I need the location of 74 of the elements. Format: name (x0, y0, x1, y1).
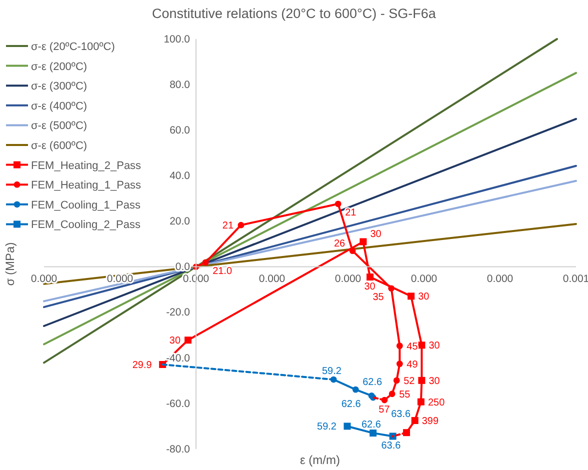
legend-label: FEM_Cooling_1_Pass (31, 199, 141, 212)
annotation: 21 (345, 207, 357, 218)
y-tick-label: 40.0 (170, 170, 190, 182)
annotation: 26 (334, 238, 346, 250)
annotation: 30 (364, 282, 376, 293)
annotation: 30 (169, 336, 181, 347)
point (366, 274, 374, 281)
y-axis-title: σ (MPa) (3, 242, 17, 286)
legend-label: FEM_Heating_2_Pass (31, 160, 142, 172)
point (352, 386, 359, 393)
legend-label: FEM_Cooling_2_Pass (31, 219, 141, 232)
x-axis-title: ε (m/m) (300, 453, 340, 467)
point (417, 398, 424, 406)
point (184, 336, 192, 344)
annotation: 63.6 (381, 440, 402, 452)
x-tick-label: 0.000 (410, 273, 438, 286)
x-tick-label: 0.000 (106, 273, 134, 286)
annotation: 59.2 (322, 366, 342, 378)
point (238, 222, 244, 228)
point (411, 417, 418, 424)
y-tick-label: -80.0 (166, 443, 190, 456)
point (388, 390, 396, 398)
y-tick-label: 100.0 (164, 33, 190, 46)
point (388, 285, 395, 292)
y-tick-label: 80.0 (170, 78, 190, 91)
point (370, 430, 377, 437)
annotation: 35 (372, 292, 384, 303)
annotation: 21 (222, 220, 234, 232)
point (408, 292, 415, 300)
x-tick-label: 0.000 (486, 273, 514, 286)
point (396, 360, 403, 368)
annotation: 30 (418, 292, 430, 303)
annotation: 62.6 (341, 399, 362, 410)
annotation: 45 (406, 341, 418, 352)
point (360, 238, 367, 246)
annotation: 49 (406, 359, 418, 370)
annotation: 30 (370, 229, 382, 240)
annotation: 55 (399, 389, 411, 400)
x-tick-label: 0.000 (30, 273, 58, 286)
annotation: 399 (422, 416, 440, 428)
point (344, 422, 351, 430)
point (349, 248, 356, 254)
annotation: 63.6 (391, 409, 411, 420)
legend-label: FEM_Heating_1_Pass (31, 180, 142, 192)
legend-label: σ-ε (20ºC-100ºC) (31, 41, 115, 53)
annotation: 62.6 (361, 420, 382, 431)
annotation: 59.2 (317, 422, 337, 433)
y-tick-label: 0.0 (175, 261, 190, 274)
annotation: 250 (428, 397, 446, 408)
y-tick-label: 60.0 (170, 124, 190, 136)
annotation: 30 (428, 376, 440, 387)
legend-label: σ-ε (600ºC) (31, 140, 88, 152)
legend-label: σ-ε (400ºC) (31, 100, 88, 112)
legend-label: σ-ε (500ºC) (31, 120, 88, 132)
chart-title: Constitutive relations (20°C to 600°C) - SG-F6a (152, 6, 436, 21)
point (396, 342, 403, 350)
annotation: 52 (404, 376, 416, 387)
legend-label: σ-ε (200ºC) (31, 60, 88, 73)
point (393, 377, 400, 384)
legend-label: σ-ε (300ºC) (31, 80, 88, 93)
point (334, 200, 342, 208)
annotation: 62.6 (362, 377, 382, 388)
annotation: 57 (378, 404, 390, 416)
y-tick-label: 20.0 (170, 216, 190, 228)
point (418, 342, 426, 349)
y-tick-label: -60.0 (166, 398, 190, 410)
annotation: 30 (428, 340, 440, 352)
point (202, 259, 209, 266)
annotation: 21.0 (212, 266, 232, 277)
point (418, 376, 426, 384)
annotation: 29.9 (132, 360, 152, 371)
x-tick-label: 0.000 (334, 273, 362, 286)
x-tick-label: 0.000 (258, 273, 286, 286)
y-tick-label: -20.0 (166, 306, 190, 319)
